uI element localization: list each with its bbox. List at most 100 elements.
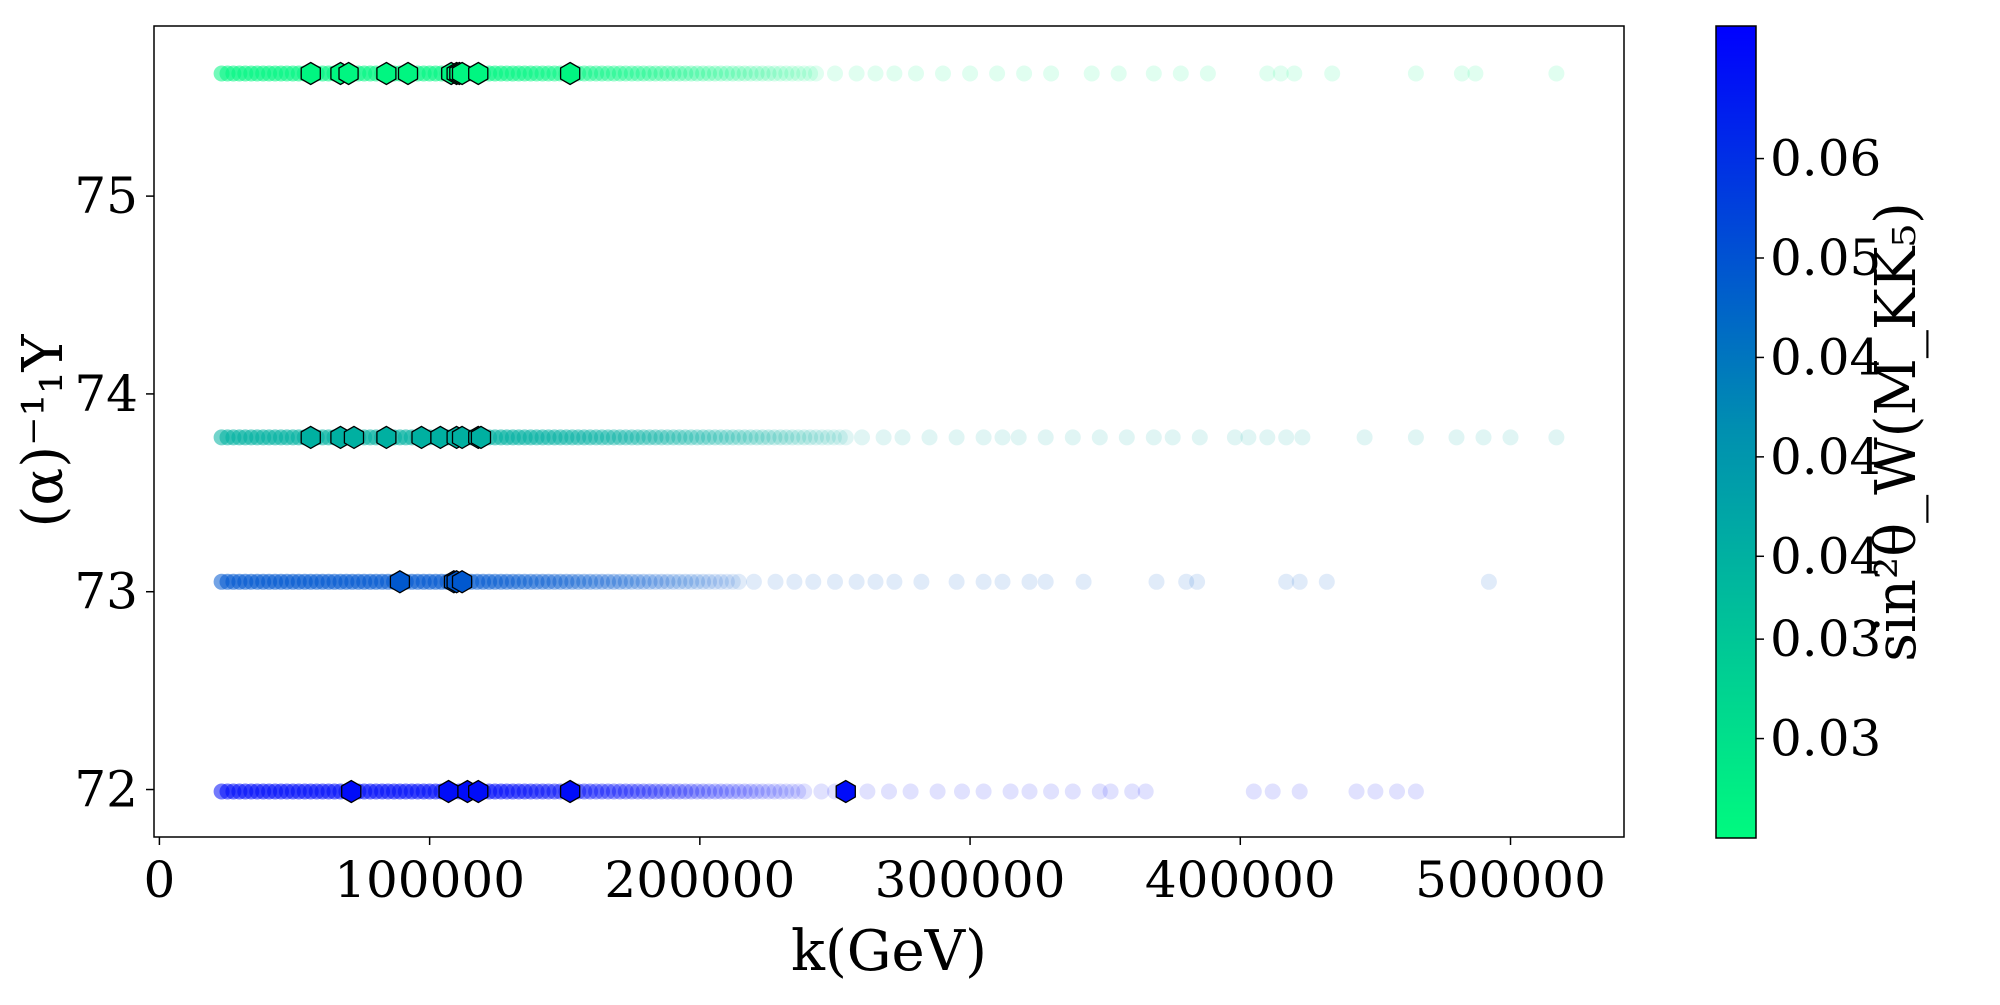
data-point	[1356, 429, 1373, 446]
data-point	[1272, 65, 1289, 82]
data-point	[653, 573, 670, 590]
colorbar-ticks: 0.03 0.03 0.04 0.04 0.04 0.05 0.06	[1756, 130, 1881, 768]
data-point	[814, 429, 830, 446]
data-point	[730, 429, 747, 446]
data-point	[796, 65, 813, 82]
data-point	[875, 429, 892, 446]
highlight-point	[835, 779, 856, 804]
data-point	[802, 429, 819, 446]
data-point	[736, 65, 753, 82]
data-point	[707, 65, 723, 82]
data-point	[772, 429, 789, 446]
data-point	[701, 573, 717, 590]
data-point	[623, 65, 640, 82]
data-point	[778, 429, 795, 446]
highlight-point	[338, 61, 359, 86]
data-point	[1475, 429, 1492, 446]
data-point	[1245, 783, 1262, 800]
data-point	[766, 429, 783, 446]
data-point	[701, 429, 717, 446]
data-point	[975, 429, 992, 446]
highlight-point	[451, 570, 473, 594]
data-point	[786, 573, 803, 590]
data-point	[1467, 65, 1484, 82]
data-point	[647, 65, 664, 82]
data-point	[481, 573, 498, 590]
data-point	[689, 429, 706, 446]
data-point	[701, 783, 717, 800]
data-point	[594, 783, 610, 800]
data-point	[886, 573, 903, 590]
data-point	[1021, 573, 1038, 590]
data-point	[659, 573, 676, 590]
data-point	[724, 65, 741, 82]
data-point	[665, 65, 682, 82]
data-point	[629, 65, 646, 82]
data-point	[1124, 783, 1141, 800]
data-point	[1091, 429, 1108, 446]
data-point	[605, 65, 622, 82]
colorbar-tick-label: 0.04	[1770, 428, 1881, 486]
data-point	[522, 783, 539, 800]
highlight-point	[470, 425, 492, 450]
x-tick-label: 300000	[875, 851, 1066, 909]
data-point	[736, 783, 753, 800]
data-point	[510, 573, 527, 590]
data-point	[825, 429, 842, 446]
data-point	[718, 573, 735, 590]
data-point	[1043, 65, 1060, 82]
data-point	[671, 429, 688, 446]
highlight-point	[397, 61, 419, 86]
data-point	[558, 573, 575, 590]
data-point	[582, 783, 599, 800]
data-point	[742, 783, 759, 800]
data-point	[1226, 429, 1243, 446]
colorbar-tick-label: 0.05	[1770, 229, 1881, 287]
data-point	[641, 429, 658, 446]
data-point	[1407, 783, 1424, 800]
data-point	[683, 65, 700, 82]
data-point	[1064, 429, 1081, 446]
highlight-point	[343, 425, 365, 450]
data-point	[1407, 65, 1424, 82]
highlight-point	[389, 570, 411, 594]
data-point	[1102, 783, 1119, 800]
data-point	[784, 65, 801, 82]
data-point	[695, 783, 712, 800]
data-point	[516, 783, 533, 800]
data-point	[760, 429, 777, 446]
y-axis-ticks: 72 73 74 75	[74, 167, 154, 819]
data-point	[516, 573, 533, 590]
data-point	[534, 65, 551, 82]
data-point	[582, 429, 599, 446]
data-point	[760, 65, 777, 82]
data-point	[623, 573, 640, 590]
data-point	[552, 573, 569, 590]
data-point	[635, 429, 652, 446]
data-point	[671, 783, 688, 800]
data-point	[748, 65, 765, 82]
data-point	[707, 573, 723, 590]
data-point	[611, 65, 628, 82]
data-point	[994, 573, 1011, 590]
data-point	[742, 429, 759, 446]
y-axis-label: (α)⁻¹₁Y	[11, 334, 76, 528]
highlight-point	[376, 425, 397, 450]
data-point	[805, 573, 822, 590]
data-point	[848, 573, 865, 590]
data-point	[1291, 783, 1308, 800]
data-point	[600, 573, 616, 590]
highlight-point	[300, 425, 321, 450]
data-point	[1148, 573, 1165, 590]
y-tick-label: 72	[74, 761, 138, 819]
highlight-point	[438, 779, 459, 804]
data-point	[647, 429, 664, 446]
data-point	[1137, 783, 1154, 800]
x-tick-label: 100000	[334, 851, 525, 909]
data-point	[701, 65, 717, 82]
data-point	[1172, 65, 1189, 82]
data-point	[1286, 65, 1303, 82]
data-point	[902, 783, 919, 800]
data-point	[736, 429, 753, 446]
